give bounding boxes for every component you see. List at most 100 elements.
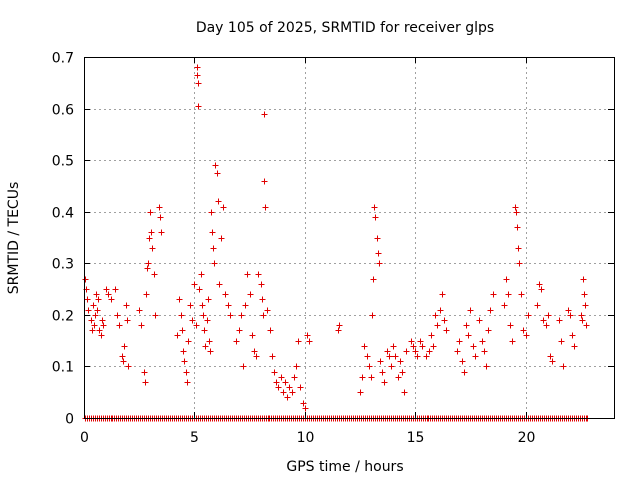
data-point — [112, 286, 119, 293]
data-point — [148, 229, 155, 236]
data-point — [395, 374, 402, 381]
data-point — [306, 338, 313, 345]
y-tick-label: 0 — [65, 412, 74, 428]
data-point — [381, 379, 388, 386]
data-point — [456, 338, 463, 345]
data-point — [176, 296, 183, 303]
data-point — [151, 271, 158, 278]
data-point — [376, 260, 383, 267]
data-point — [275, 384, 282, 391]
data-points — [82, 64, 590, 412]
data-point — [142, 379, 149, 386]
data-point — [487, 307, 494, 314]
data-point — [483, 363, 490, 370]
data-point — [191, 281, 198, 288]
data-point — [103, 286, 110, 293]
data-point — [293, 363, 300, 370]
data-point — [560, 363, 567, 370]
data-point — [295, 338, 302, 345]
data-point — [540, 317, 547, 324]
data-point — [479, 338, 486, 345]
data-point — [417, 338, 424, 345]
data-point — [253, 353, 260, 360]
data-point — [368, 374, 375, 381]
x-tick-label: 20 — [518, 430, 536, 446]
data-point — [95, 296, 102, 303]
data-point — [204, 317, 211, 324]
data-point — [439, 291, 446, 298]
data-point — [467, 307, 474, 314]
data-point — [543, 322, 550, 329]
data-point — [143, 291, 150, 298]
data-point — [282, 379, 289, 386]
data-point — [538, 286, 545, 293]
data-point — [443, 327, 450, 334]
data-point — [90, 302, 97, 309]
data-point — [123, 302, 130, 309]
data-point — [262, 204, 269, 211]
data-point — [384, 348, 391, 355]
data-point — [136, 307, 143, 314]
data-point — [189, 317, 196, 324]
plot-frame — [84, 57, 615, 419]
data-point — [125, 363, 132, 370]
data-point — [141, 369, 148, 376]
data-point — [571, 343, 578, 350]
data-point — [399, 369, 406, 376]
data-point — [174, 332, 181, 339]
data-point — [459, 358, 466, 365]
data-point — [472, 353, 479, 360]
data-point — [390, 343, 397, 350]
data-point — [233, 338, 240, 345]
x-axis-label: GPS time / hours — [286, 459, 403, 475]
data-point — [428, 332, 435, 339]
data-point — [211, 260, 218, 267]
data-point — [505, 291, 512, 298]
data-point — [434, 322, 441, 329]
data-point — [501, 302, 508, 309]
data-point — [289, 389, 296, 396]
data-point — [255, 271, 262, 278]
y-tick-label: 0.7 — [52, 51, 74, 67]
data-point — [202, 343, 209, 350]
data-point — [216, 281, 223, 288]
data-point — [227, 312, 234, 319]
data-point — [578, 312, 585, 319]
x-tick-label: 0 — [80, 430, 89, 446]
y-axis-label: SRMTID / TECUs — [6, 182, 22, 295]
data-point — [212, 162, 219, 169]
data-point — [397, 358, 404, 365]
data-point — [193, 322, 200, 329]
data-point — [470, 343, 477, 350]
data-point — [119, 353, 126, 360]
data-point — [463, 322, 470, 329]
data-point — [426, 348, 433, 355]
y-tick-label: 0.3 — [52, 257, 74, 273]
data-point — [503, 276, 510, 283]
data-point — [152, 312, 159, 319]
x-tick-label: 5 — [190, 430, 199, 446]
y-tick-label: 0.4 — [52, 206, 74, 222]
data-point — [485, 327, 492, 334]
data-point — [273, 379, 280, 386]
data-point — [536, 281, 543, 288]
data-point — [251, 348, 258, 355]
data-point — [518, 291, 525, 298]
data-point — [180, 348, 187, 355]
data-point — [100, 322, 107, 329]
data-point — [375, 250, 382, 257]
data-point — [379, 369, 386, 376]
data-point — [105, 291, 112, 298]
data-point — [369, 312, 376, 319]
data-point — [208, 209, 215, 216]
data-point — [523, 332, 530, 339]
data-point — [280, 389, 287, 396]
data-point — [198, 271, 205, 278]
data-point — [218, 235, 225, 242]
data-point — [205, 296, 212, 303]
data-point — [558, 338, 565, 345]
data-point — [120, 358, 127, 365]
data-point — [516, 260, 523, 267]
data-point — [194, 72, 201, 79]
